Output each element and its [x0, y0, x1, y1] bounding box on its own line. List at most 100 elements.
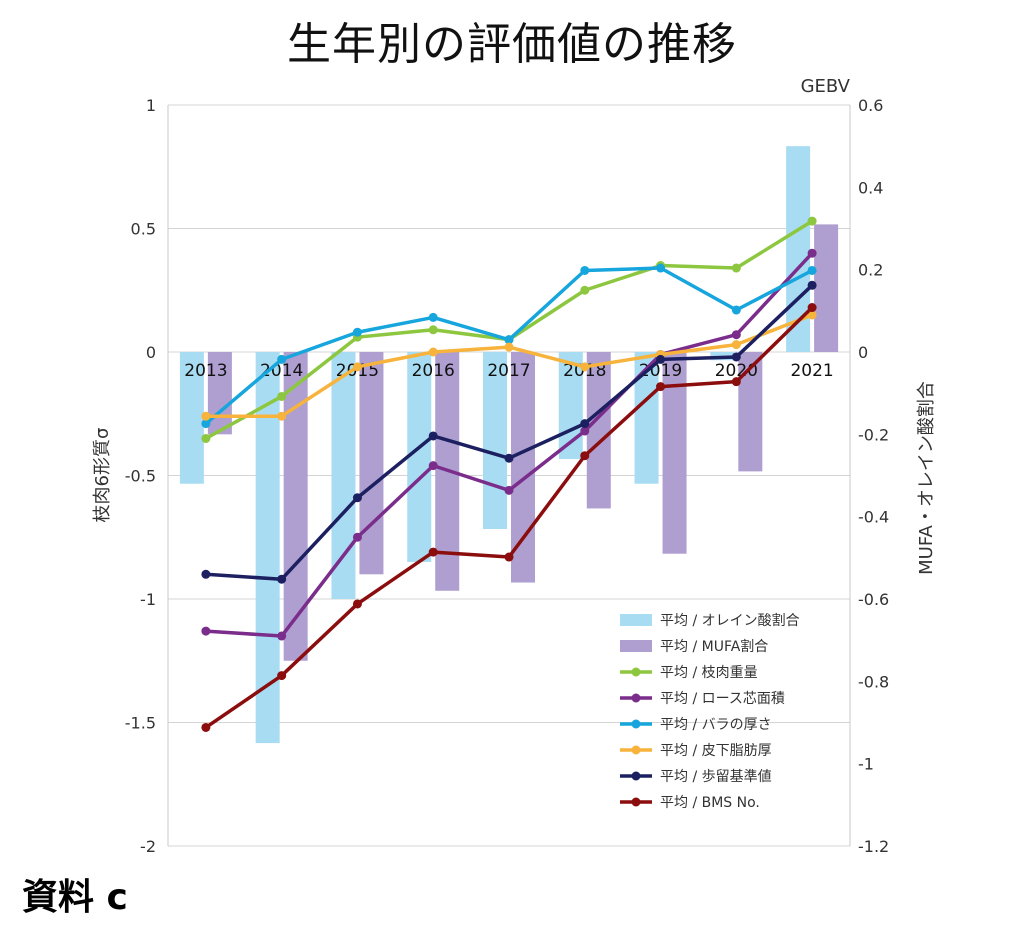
bar-mufa — [662, 352, 687, 554]
point-rose — [731, 330, 741, 340]
legend-swatch-olein — [620, 614, 652, 626]
bar-olein — [407, 352, 432, 562]
x-tick-label: 2014 — [260, 361, 303, 381]
y-right-tick-label: 0.2 — [858, 261, 883, 280]
point-budome — [580, 419, 590, 429]
point-bara — [807, 265, 817, 275]
point-bms — [504, 552, 514, 562]
x-tick-label: 2020 — [715, 361, 758, 381]
y-right-tick-label: 0.6 — [858, 96, 883, 115]
x-tick-label: 2013 — [184, 361, 227, 381]
point-hika — [580, 362, 590, 372]
point-budome — [504, 453, 514, 463]
point-bms — [201, 722, 211, 732]
point-bms — [352, 599, 362, 609]
point-budome — [428, 431, 438, 441]
point-budome — [201, 569, 211, 579]
y-right-unit-label: GEBV — [801, 76, 851, 97]
point-bara — [352, 327, 362, 337]
y-right-tick-label: -1 — [858, 755, 874, 774]
y-right-axis-title: MUFA・オレイン酸割合 — [916, 381, 937, 575]
y-right-tick-label: 0.4 — [858, 178, 883, 197]
point-rose — [277, 631, 287, 641]
y-left-tick-label: 0.5 — [131, 220, 156, 239]
bar-olein — [483, 352, 507, 530]
point-hika — [504, 342, 514, 352]
x-tick-label: 2017 — [487, 361, 530, 381]
point-bara — [277, 354, 287, 364]
chart-title: 生年別の評価値の推移 — [287, 19, 737, 70]
bar-mufa — [738, 352, 763, 472]
point-edaniku — [731, 263, 741, 273]
bar-mufa — [511, 352, 535, 583]
legend-marker-rose — [631, 693, 641, 703]
y-left-tick-label: -0.5 — [125, 467, 156, 486]
point-bms — [656, 382, 666, 392]
legend-label: 平均 / 枝肉重量 — [660, 665, 758, 681]
point-bms — [807, 303, 817, 313]
bar-olein — [331, 352, 356, 599]
point-rose — [352, 532, 362, 542]
bar-olein — [634, 352, 659, 484]
bar-mufa — [814, 224, 839, 352]
legend-marker-edaniku — [631, 667, 641, 677]
bar-olein — [179, 352, 204, 484]
legend-label: 平均 / MUFA割合 — [660, 638, 768, 655]
point-edaniku — [580, 285, 590, 295]
point-hika — [352, 362, 362, 372]
y-right-tick-label: 0 — [858, 343, 868, 362]
point-rose — [428, 461, 438, 471]
point-edaniku — [277, 391, 287, 401]
y-right-tick-label: -0.2 — [858, 425, 889, 444]
point-edaniku — [428, 325, 438, 335]
point-bara — [731, 305, 741, 315]
point-bara — [580, 265, 590, 275]
y-left-tick-label: -1.5 — [125, 714, 156, 733]
point-bara — [201, 419, 211, 429]
bar-mufa — [283, 352, 308, 661]
y-left-axis-title: 枝肉6形質σ — [92, 428, 113, 523]
point-bara — [428, 312, 438, 322]
point-bms — [277, 671, 287, 681]
point-budome — [807, 280, 817, 290]
point-budome — [656, 354, 666, 364]
legend-label: 平均 / 歩留基準値 — [660, 768, 772, 785]
y-right-tick-label: -0.8 — [858, 672, 889, 691]
point-rose — [201, 626, 211, 636]
point-budome — [352, 493, 362, 503]
legend-label: 平均 / BMS No. — [660, 795, 760, 811]
x-tick-label: 2021 — [790, 361, 833, 381]
point-edaniku — [807, 216, 817, 226]
point-budome — [731, 352, 741, 362]
y-left-tick-label: 1 — [146, 96, 156, 115]
legend-label: 平均 / ロース芯面積 — [660, 691, 785, 707]
point-hika — [201, 411, 211, 421]
y-left-tick-label: -1 — [140, 590, 156, 609]
point-hika — [277, 411, 287, 421]
y-right-tick-label: -0.6 — [858, 590, 889, 609]
legend-label: 平均 / バラの厚さ — [660, 717, 772, 733]
point-budome — [277, 574, 287, 584]
y-left-tick-label: -2 — [140, 837, 156, 856]
point-bms — [428, 547, 438, 557]
y-right-tick-label: -0.4 — [858, 508, 889, 527]
point-rose — [807, 248, 817, 258]
point-hika — [807, 310, 817, 320]
y-left-tick-label: 0 — [146, 343, 156, 362]
point-hika — [731, 340, 741, 350]
point-bms — [731, 377, 741, 387]
point-hika — [428, 347, 438, 357]
legend-label: 平均 / 皮下脂肪厚 — [660, 743, 772, 759]
legend-marker-bms — [631, 797, 641, 807]
point-edaniku — [201, 433, 211, 443]
legend-marker-budome — [631, 771, 641, 781]
legend-marker-hika — [631, 745, 641, 755]
y-right-tick-label: -1.2 — [858, 837, 889, 856]
legend-marker-bara — [631, 719, 641, 729]
legend-swatch-mufa — [620, 640, 652, 652]
point-rose — [580, 426, 590, 436]
point-rose — [504, 485, 514, 495]
point-bara — [656, 263, 666, 273]
footer-label: 資料 c — [22, 877, 128, 918]
